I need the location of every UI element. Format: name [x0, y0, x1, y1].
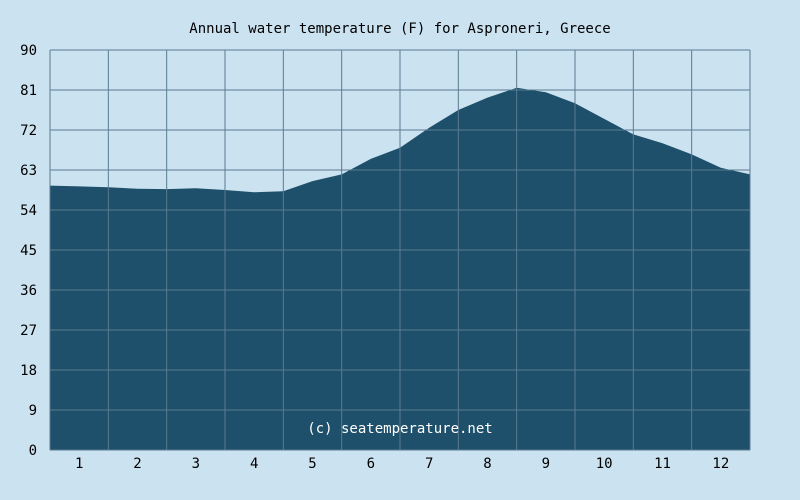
- x-tick-label: 5: [308, 456, 316, 472]
- x-tick-label: 4: [250, 456, 258, 472]
- x-tick-label: 8: [483, 456, 491, 472]
- y-tick-label: 18: [20, 363, 37, 379]
- watermark: (c) seatemperature.net: [307, 421, 492, 437]
- y-axis-ticks: 0 9 18 27 36 45 54 63 72 81 90: [20, 43, 37, 459]
- grid-lines: [49, 49, 751, 451]
- x-tick-label: 6: [367, 456, 375, 472]
- x-tick-label: 11: [654, 456, 671, 472]
- x-tick-label: 9: [542, 456, 550, 472]
- x-tick-label: 1: [75, 456, 83, 472]
- y-tick-label: 90: [20, 43, 37, 59]
- x-tick-label: 10: [596, 456, 613, 472]
- chart-title: Annual water temperature (F) for Asprone…: [189, 21, 610, 37]
- y-tick-label: 72: [20, 123, 37, 139]
- x-tick-label: 2: [133, 456, 141, 472]
- y-tick-label: 63: [20, 163, 37, 179]
- x-tick-label: 3: [192, 456, 200, 472]
- x-tick-label: 7: [425, 456, 433, 472]
- y-tick-label: 54: [20, 203, 37, 219]
- y-tick-label: 81: [20, 83, 37, 99]
- y-tick-label: 45: [20, 243, 37, 259]
- y-tick-label: 9: [29, 403, 37, 419]
- y-tick-label: 0: [29, 443, 37, 459]
- y-tick-label: 36: [20, 283, 37, 299]
- y-tick-label: 27: [20, 323, 37, 339]
- x-tick-label: 12: [712, 456, 729, 472]
- x-axis-ticks: 1 2 3 4 5 6 7 8 9 10 11 12: [75, 456, 729, 472]
